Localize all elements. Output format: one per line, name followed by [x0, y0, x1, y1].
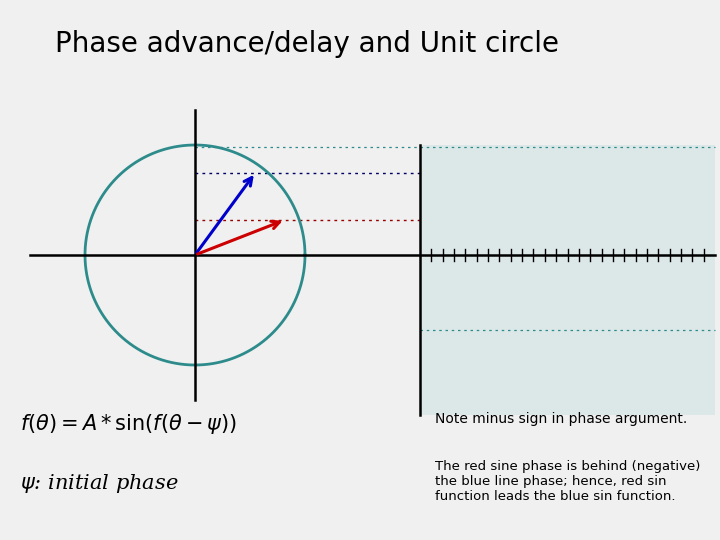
- Text: Phase advance/delay and Unit circle: Phase advance/delay and Unit circle: [55, 30, 559, 58]
- Text: Note minus sign in phase argument.: Note minus sign in phase argument.: [435, 412, 688, 426]
- Text: $f(\theta) = A*\sin(f(\theta - \psi))$: $f(\theta) = A*\sin(f(\theta - \psi))$: [20, 412, 237, 436]
- Bar: [420, 145, 715, 415]
- Text: $\psi$: initial phase: $\psi$: initial phase: [20, 472, 179, 495]
- Text: The red sine phase is behind (negative)
the blue line phase; hence, red sin
func: The red sine phase is behind (negative) …: [435, 460, 701, 503]
